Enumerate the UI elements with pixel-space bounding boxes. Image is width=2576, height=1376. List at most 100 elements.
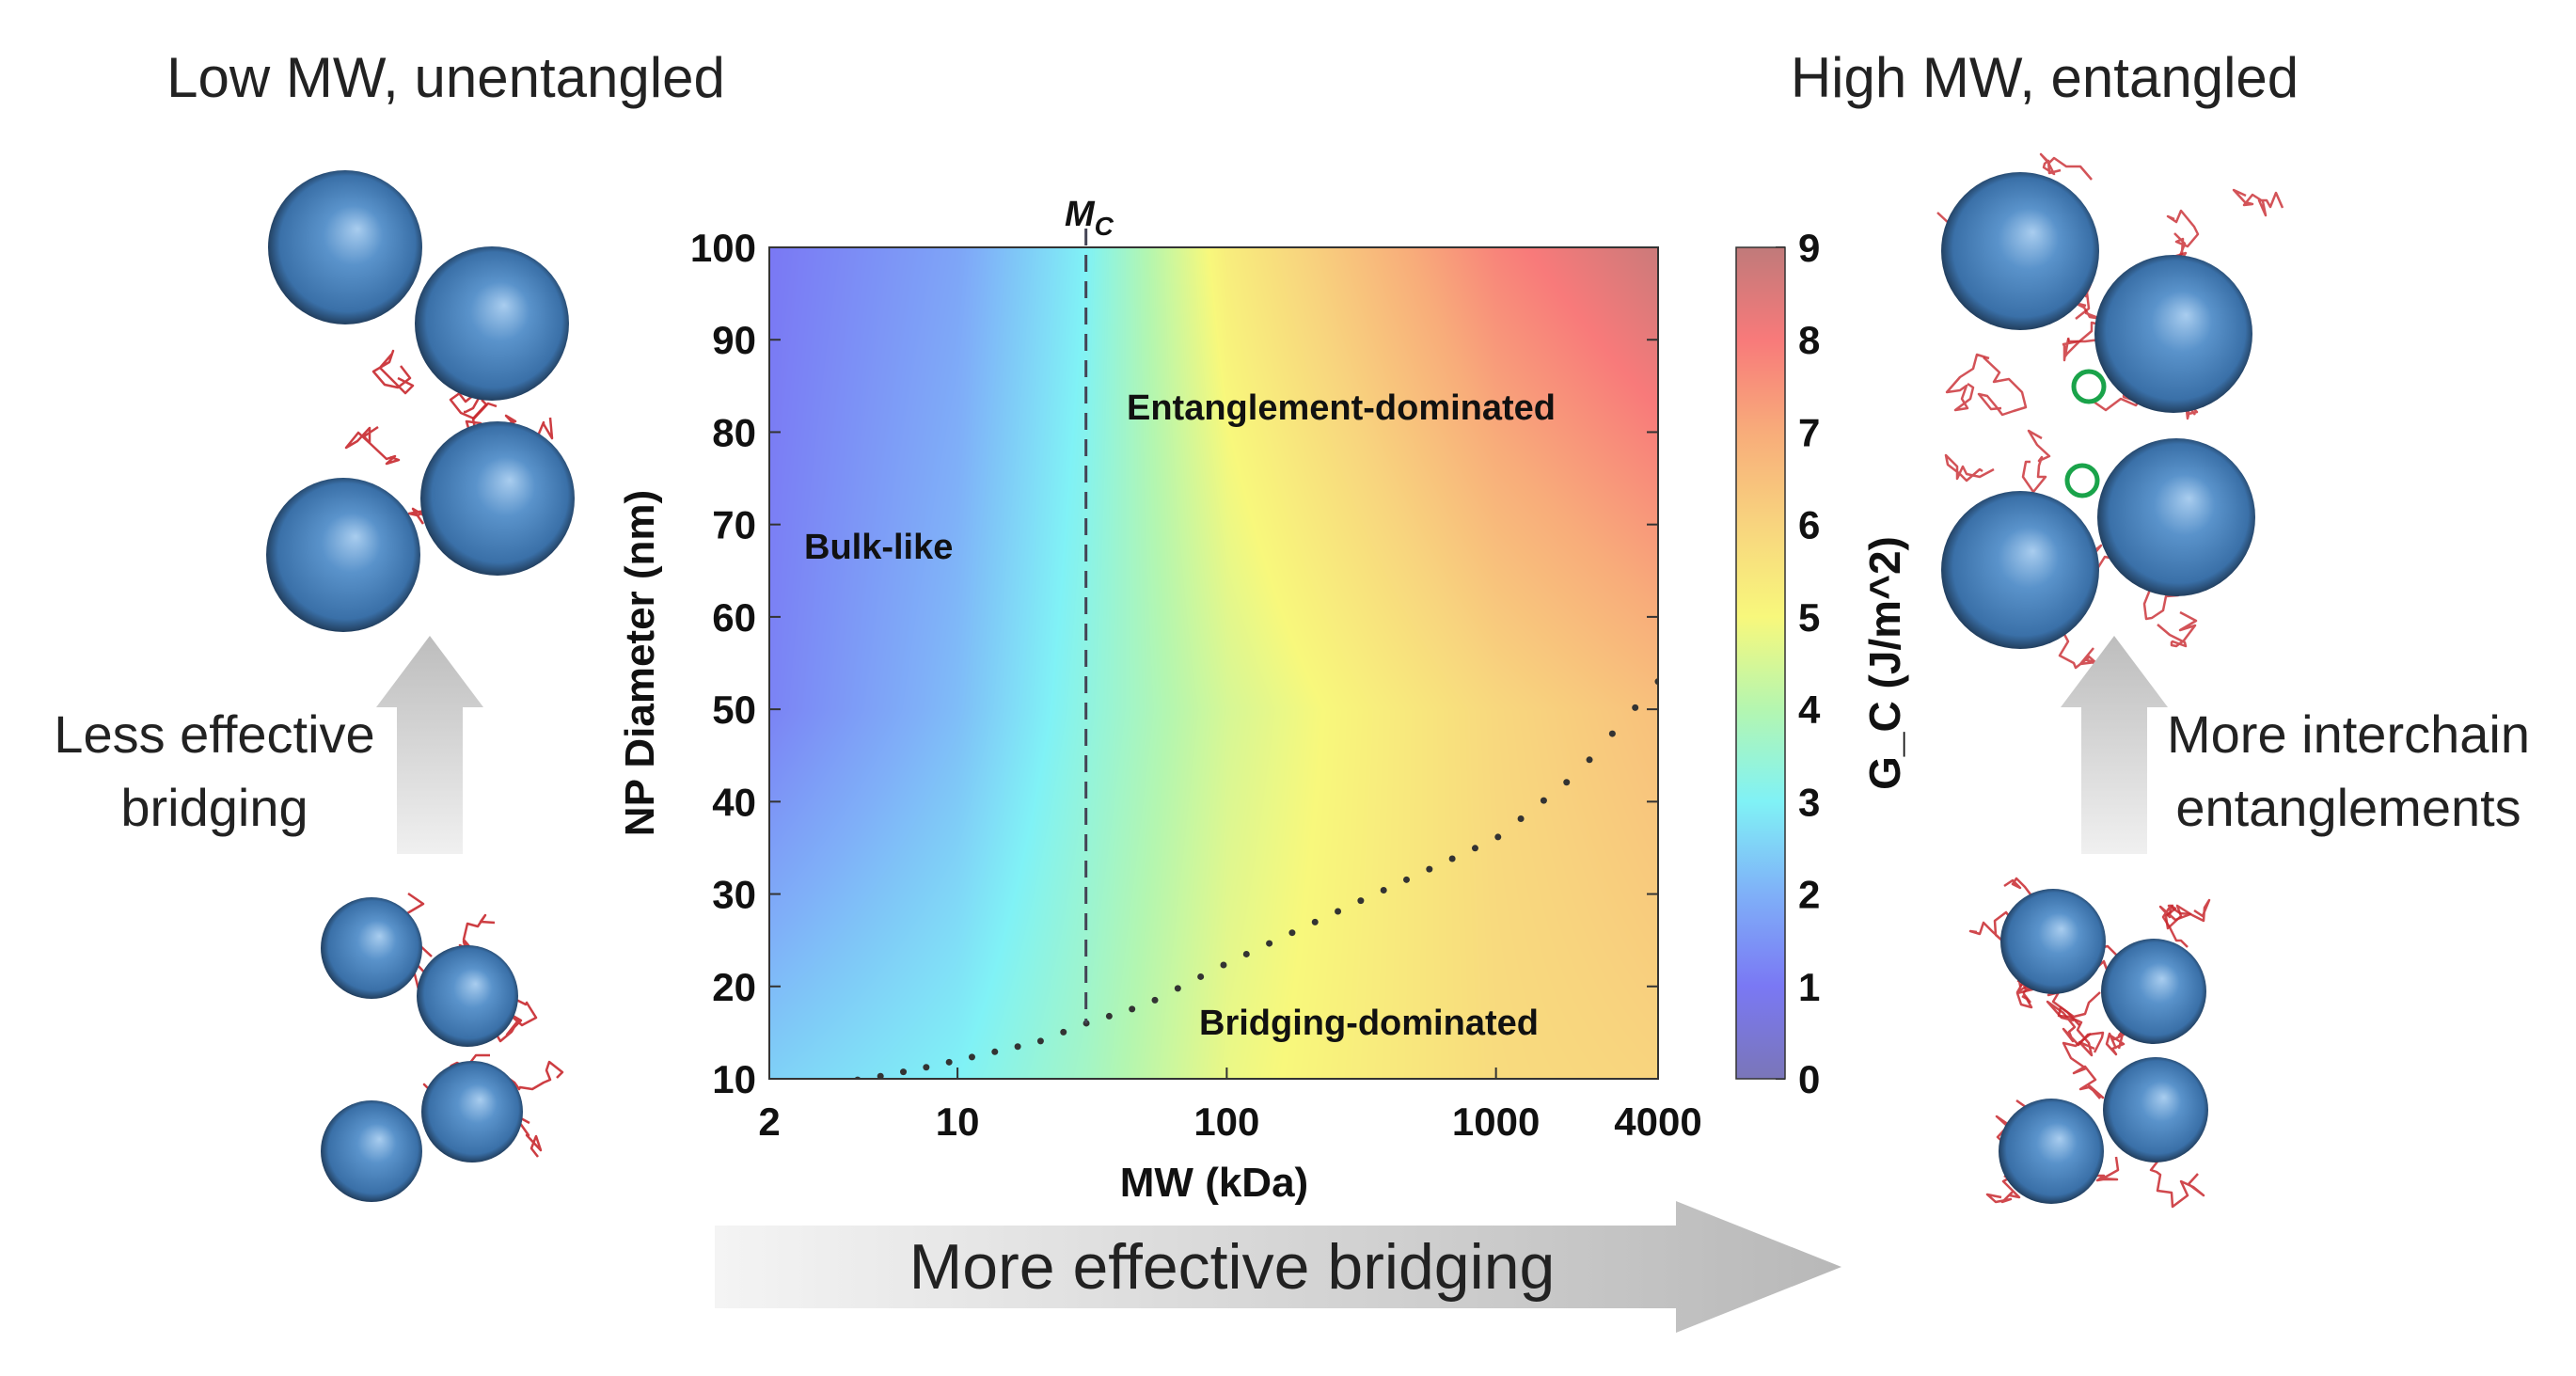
nanoparticle-sphere (421, 1061, 523, 1162)
polymer-chain (371, 349, 415, 395)
y-axis-label: NP Diameter (nm) (617, 490, 663, 836)
boundary-dot (1380, 886, 1387, 894)
polymer-chain (2158, 904, 2192, 948)
boundary-dot (1266, 940, 1273, 947)
nanoparticle-sphere (1999, 1099, 2104, 1204)
boundary-dot (1060, 1028, 1067, 1036)
colorbar-tick-label: 1 (1798, 965, 1820, 1009)
nanoparticle-sphere (417, 945, 518, 1047)
polymer-chain (1944, 453, 1995, 482)
left-arrow-label: bridging (120, 778, 308, 837)
y-tick-label: 40 (712, 780, 756, 824)
left-arrow-label: Less effective (54, 704, 374, 764)
polymer-chain (2046, 1000, 2105, 1053)
boundary-dot (1014, 1043, 1021, 1051)
plot-marks (831, 678, 1658, 1086)
boundary-dot (945, 1058, 953, 1066)
colorbar-tick-label: 7 (1798, 410, 1820, 454)
boundary-dot (900, 1068, 908, 1076)
y-tick-label: 60 (712, 595, 756, 640)
x-tick-label: 10 (936, 1099, 980, 1144)
y-tick-label: 80 (712, 410, 756, 454)
colorbar (1735, 246, 1786, 1080)
x-tick-label: 1000 (1452, 1099, 1540, 1144)
boundary-dot (1151, 996, 1159, 1004)
boundary-dot (1563, 779, 1571, 786)
boundary-dot (1403, 876, 1411, 883)
boundary-dot (1220, 961, 1227, 969)
boundary-dot (854, 1076, 861, 1079)
polymer-chain (2039, 152, 2093, 181)
boundary-dot (1632, 704, 1639, 711)
heatmap (769, 247, 1658, 1079)
nanoparticle-sphere (2097, 438, 2255, 596)
right-arrow-label: entanglements (2175, 778, 2521, 837)
colorbar-tick-label: 5 (1798, 595, 1820, 640)
polymer-chain (344, 425, 401, 466)
polymer-chain (1945, 353, 1990, 412)
colorbar-label: G_C (J/m^2) (1860, 536, 1909, 790)
right-panel-title: High MW, entangled (1791, 46, 2299, 109)
nanoparticle-sphere (321, 897, 422, 999)
boundary-dot (1105, 1012, 1113, 1020)
boundary-dot (923, 1064, 930, 1071)
colorbar-tick-label: 6 (1798, 503, 1820, 547)
region-label-entanglement: Entanglement-dominated (1127, 388, 1556, 428)
boundary-dot (1129, 1005, 1136, 1013)
polymer-chain (2164, 898, 2211, 930)
y-tick-label: 90 (712, 318, 756, 362)
boundary-dot (1197, 973, 1205, 980)
nanoparticles (266, 170, 2255, 1204)
boundary-dot (1654, 678, 1658, 686)
boundary-dot (1288, 929, 1296, 937)
entanglement-marker (2071, 369, 2107, 404)
x-tick-label: 2 (758, 1099, 780, 1144)
bottom-arrow-label: More effective bridging (909, 1231, 1556, 1303)
boundary-dot (1357, 897, 1365, 905)
polymer-chain (2166, 209, 2200, 258)
colorbar-tick-label: 8 (1798, 318, 1820, 362)
nanoparticle-sphere (2000, 889, 2106, 994)
mc-label: MC (1065, 195, 1114, 241)
nanoparticle-sphere (321, 1100, 422, 1202)
polymer-chain (2232, 188, 2284, 217)
boundary-dot (1517, 815, 1525, 823)
boundary-dot (968, 1053, 975, 1061)
x-axis-label: MW (kDa) (1120, 1160, 1308, 1206)
nanoparticle-sphere (1941, 172, 2099, 330)
boundary-dot (1311, 918, 1319, 925)
boundary-dot (1426, 865, 1433, 873)
boundary-dot (1036, 1037, 1044, 1045)
colorbar-tick-label: 0 (1798, 1057, 1820, 1101)
boundary-dot (831, 1080, 838, 1086)
boundary-dot (1471, 845, 1478, 852)
left-up-arrow (376, 636, 483, 854)
colorbar-tick-label: 2 (1798, 873, 1820, 917)
boundary-dot (1586, 756, 1593, 764)
boundary-dot (1242, 950, 1250, 957)
x-tick-label: 100 (1193, 1099, 1259, 1144)
bottom-right-arrow (715, 1201, 1841, 1333)
boundary-dot (1608, 730, 1616, 737)
polymer-chain (1977, 356, 2028, 417)
nanoparticle-sphere (2101, 939, 2206, 1044)
nanoparticle-sphere (266, 478, 420, 632)
y-tick-label: 100 (690, 226, 756, 270)
colorbar-tick-label: 3 (1798, 780, 1820, 824)
boundary-dot (1494, 833, 1502, 841)
boundary-dot (991, 1048, 999, 1055)
boundary-dot (1540, 797, 1547, 804)
plot-frame (768, 246, 1659, 1080)
right-up-arrow (2061, 636, 2168, 854)
colorbar-tick-label: 4 (1798, 688, 1821, 732)
left-panel-title: Low MW, unentangled (166, 46, 725, 109)
boundary-dot (1335, 908, 1342, 915)
x-tick-label: 4000 (1614, 1099, 1701, 1144)
nanoparticle-sphere (420, 421, 575, 576)
y-tick-label: 20 (712, 965, 756, 1009)
nanoparticle-sphere (1941, 491, 2099, 649)
polymer-chain (2157, 610, 2198, 648)
polymer-chain (2062, 321, 2105, 362)
polymer-chain (2021, 429, 2051, 494)
region-label-bridging: Bridging-dominated (1199, 1004, 1539, 1043)
